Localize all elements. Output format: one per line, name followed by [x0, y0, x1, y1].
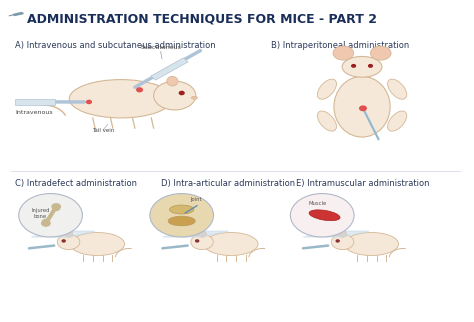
Ellipse shape: [318, 111, 337, 131]
Ellipse shape: [344, 232, 399, 255]
Ellipse shape: [342, 56, 382, 77]
Polygon shape: [163, 231, 228, 237]
Bar: [151, 58, 188, 80]
Ellipse shape: [388, 79, 407, 99]
Ellipse shape: [167, 76, 178, 86]
Text: Subcutaneus: Subcutaneus: [140, 45, 181, 50]
Circle shape: [196, 240, 199, 242]
Circle shape: [57, 234, 80, 250]
Ellipse shape: [318, 79, 337, 99]
Circle shape: [179, 91, 184, 95]
Polygon shape: [31, 231, 95, 237]
Text: Intravenous: Intravenous: [15, 110, 53, 115]
Ellipse shape: [199, 231, 206, 237]
Ellipse shape: [309, 210, 340, 221]
Circle shape: [369, 65, 373, 67]
Text: ADMINISTRATION TECHNIQUES FOR MICE - PART 2: ADMINISTRATION TECHNIQUES FOR MICE - PAR…: [27, 13, 377, 25]
Text: B) Intraperitoneal administration: B) Intraperitoneal administration: [271, 41, 409, 50]
Circle shape: [360, 106, 366, 110]
Text: Injured
bone: Injured bone: [31, 208, 49, 219]
Text: D) Intra-articular administration: D) Intra-articular administration: [161, 179, 295, 187]
Text: Joint: Joint: [190, 197, 202, 202]
Ellipse shape: [65, 231, 73, 237]
Circle shape: [291, 194, 354, 237]
Circle shape: [331, 234, 354, 250]
Circle shape: [18, 194, 82, 237]
Polygon shape: [13, 13, 23, 15]
Text: A) Intravenous and subcutaneus administration: A) Intravenous and subcutaneus administr…: [16, 41, 216, 50]
Circle shape: [43, 219, 49, 224]
Circle shape: [150, 194, 214, 237]
Circle shape: [333, 46, 354, 60]
Ellipse shape: [334, 76, 390, 137]
Ellipse shape: [204, 232, 258, 255]
Ellipse shape: [339, 231, 346, 237]
Circle shape: [154, 81, 196, 110]
Circle shape: [371, 46, 391, 60]
Polygon shape: [303, 231, 369, 237]
Circle shape: [52, 204, 60, 210]
Circle shape: [53, 206, 59, 211]
Ellipse shape: [191, 96, 197, 99]
Circle shape: [191, 234, 213, 250]
Ellipse shape: [388, 111, 407, 131]
Ellipse shape: [69, 80, 173, 118]
Circle shape: [62, 240, 65, 242]
Ellipse shape: [168, 216, 195, 226]
Circle shape: [87, 100, 91, 104]
Circle shape: [336, 240, 339, 242]
Text: C) Intradefect administration: C) Intradefect administration: [16, 179, 137, 187]
Circle shape: [42, 220, 50, 226]
Ellipse shape: [70, 232, 125, 255]
Circle shape: [137, 88, 142, 92]
Text: E) Intramuscular administration: E) Intramuscular administration: [296, 179, 430, 187]
Bar: [16, 99, 55, 106]
Circle shape: [352, 65, 356, 67]
Text: Muscle: Muscle: [309, 201, 327, 206]
Ellipse shape: [170, 205, 194, 214]
Text: Tail vein: Tail vein: [92, 128, 114, 133]
